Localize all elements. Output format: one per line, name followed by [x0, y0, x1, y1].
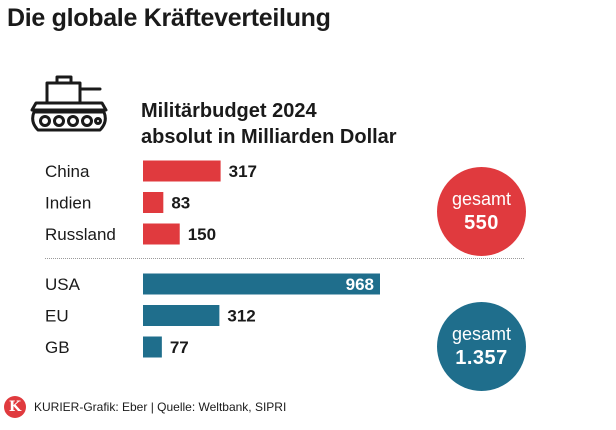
value-label-indien: 83 — [171, 194, 190, 213]
subtitle-line-2: absolut in Milliarden Dollar — [141, 126, 397, 148]
tank-icon — [30, 75, 108, 132]
source-credit: KURIER-Grafik: Eber | Quelle: Weltbank, … — [34, 400, 287, 414]
category-label-indien: Indien — [45, 194, 91, 213]
group-divider — [45, 258, 524, 259]
value-label-gb: 77 — [170, 338, 189, 357]
value-label-china: 317 — [229, 162, 257, 181]
total-badge-red-label: gesamt — [451, 188, 512, 209]
value-label-russland: 150 — [188, 225, 216, 244]
total-badge-blue-value: 1.357 — [455, 346, 508, 369]
value-label-eu: 312 — [227, 307, 255, 326]
category-label-china: China — [45, 162, 90, 181]
category-label-eu: EU — [45, 307, 69, 326]
bar-russland — [143, 223, 180, 245]
category-label-russland: Russland — [45, 225, 116, 244]
chart-subtitle: Militärbudget 2024 absolut in Milliarden… — [141, 98, 397, 150]
category-label-usa: USA — [45, 275, 81, 294]
total-badge-red: gesamt 550 — [437, 167, 526, 256]
category-label-gb: GB — [45, 338, 70, 357]
total-badge-red-value: 550 — [464, 211, 499, 234]
value-label-usa: 968 — [346, 275, 374, 294]
footer: K KURIER-Grafik: Eber | Quelle: Weltbank… — [4, 396, 286, 418]
bar-china — [143, 160, 221, 182]
subtitle-line-1: Militärbudget 2024 — [141, 100, 317, 122]
bar-usa — [143, 273, 380, 295]
bar-gb — [143, 336, 162, 358]
page-title: Die globale Kräfteverteilung — [7, 4, 331, 32]
total-badge-blue: gesamt 1.357 — [437, 302, 526, 391]
bar-indien — [143, 192, 164, 213]
bar-eu — [143, 305, 220, 326]
kurier-logo-icon: K — [4, 396, 26, 418]
total-badge-blue-label: gesamt — [451, 323, 512, 344]
